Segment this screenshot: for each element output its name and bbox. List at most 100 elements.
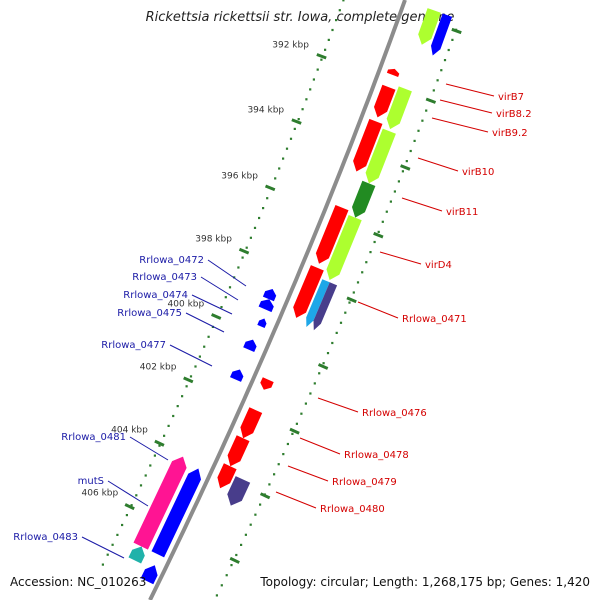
- forward-gene-label[interactable]: Rrlowa_0478: [344, 450, 409, 461]
- outer-ring-dot: [397, 180, 400, 183]
- reverse-gene-label[interactable]: Rrlowa_0473: [132, 272, 197, 283]
- outer-ring-dot: [291, 432, 294, 435]
- gene-Rrlowa_0471-b[interactable]: [313, 282, 338, 331]
- inner-ring-dot: [262, 207, 265, 210]
- inner-ring-dot: [185, 385, 188, 388]
- forward-gene-label[interactable]: Rrlowa_0476: [362, 408, 427, 419]
- outer-ring-dot: [432, 89, 435, 92]
- gene-Rrlowa_0472[interactable]: [262, 289, 277, 302]
- kbp-tick-mark: [211, 313, 222, 320]
- inner-ring-dot: [121, 523, 124, 527]
- gene-virB11[interactable]: [293, 265, 324, 318]
- gene-Rrlowa_0473[interactable]: [258, 299, 274, 313]
- gene-mutS-blue[interactable]: [151, 468, 202, 558]
- gene-Rrlowa_0483b[interactable]: [140, 565, 158, 585]
- gene-Rrlowa_0483[interactable]: [128, 546, 145, 564]
- inner-ring-dot: [253, 226, 257, 229]
- gene-virB10-green[interactable]: [352, 180, 376, 218]
- reverse-gene-label[interactable]: Rrlowa_0483: [13, 532, 78, 543]
- reverse-gene-label[interactable]: mutS: [78, 476, 104, 487]
- outer-ring-dot: [440, 69, 443, 72]
- inner-ring-dot: [181, 395, 184, 398]
- reverse-gene-label[interactable]: Rrlowa_0475: [117, 308, 182, 319]
- inner-ring-dot: [293, 127, 296, 130]
- kbp-tick-mark: [400, 164, 411, 171]
- inner-ring-dot: [139, 484, 143, 487]
- inner-ring-dot: [316, 68, 319, 71]
- forward-gene-label[interactable]: virB9.2: [492, 128, 528, 139]
- inner-ring-dot: [111, 543, 114, 546]
- forward-gene-label[interactable]: virB7: [498, 92, 524, 103]
- inner-ring-dot: [297, 118, 300, 121]
- gene-virB7[interactable]: [386, 68, 400, 77]
- gene-Rrlowa_0475[interactable]: [257, 318, 267, 329]
- outer-ring-dot: [339, 321, 343, 324]
- reverse-gene-leader-line: [200, 276, 239, 301]
- gene-virB9-2-lime[interactable]: [365, 128, 396, 184]
- kbp-tick-label: 402 kbp: [140, 362, 177, 372]
- kbp-tick-label: 398 kbp: [195, 234, 232, 244]
- kbp-tick-label: 400 kbp: [168, 299, 205, 309]
- gene-Rrlowa_0477b[interactable]: [230, 369, 244, 382]
- outer-ring-dot: [421, 119, 424, 122]
- reverse-gene-leader-line: [107, 480, 149, 507]
- gene-Rrlowa_0476[interactable]: [260, 377, 274, 390]
- forward-gene-label[interactable]: virD4: [425, 260, 452, 271]
- reverse-gene-leader-line: [207, 259, 247, 287]
- kbp-tick-label: 396 kbp: [221, 172, 258, 182]
- gene-Rrlowa_0480-b[interactable]: [227, 476, 251, 506]
- inner-ring-dot: [125, 514, 128, 517]
- reverse-gene-label[interactable]: Rrlowa_0474: [123, 290, 188, 301]
- inner-ring-dot: [241, 256, 244, 259]
- gene-Rrlowa_0478[interactable]: [240, 407, 263, 439]
- inner-ring-dot: [278, 167, 281, 170]
- forward-gene-label[interactable]: virB11: [446, 207, 478, 218]
- gene-Rrlowa_0479[interactable]: [227, 435, 250, 467]
- reverse-gene-label[interactable]: Rrlowa_0481: [61, 432, 126, 443]
- gene-Rrlowa_0477[interactable]: [243, 339, 257, 352]
- forward-gene-label[interactable]: Rrlowa_0471: [402, 314, 467, 325]
- outer-ring-dot: [273, 473, 276, 476]
- outer-ring-dot: [295, 422, 298, 425]
- inner-ring-dot: [158, 444, 161, 447]
- forward-gene-leader-line: [299, 437, 341, 455]
- gene-labels: virB7 virB8.2 virB9.2 virB10 virB11 virD4 Rrlo…: [13, 83, 532, 559]
- kbp-tick-mark: [291, 118, 302, 125]
- reverse-gene-leader-line: [169, 344, 213, 367]
- forward-gene-label[interactable]: virB10: [462, 167, 494, 178]
- inner-ring-dot: [163, 434, 166, 437]
- inner-ring-dot: [167, 424, 170, 427]
- outer-ring-dot: [249, 523, 252, 526]
- gene-virB9-2[interactable]: [353, 118, 383, 172]
- gene-virB8-2[interactable]: [374, 84, 396, 118]
- kbp-tick-label: 394 kbp: [247, 106, 284, 116]
- gene-virB8-2-lime[interactable]: [386, 86, 412, 130]
- kbp-tick-mark: [373, 231, 384, 239]
- outer-ring-dot: [235, 553, 238, 557]
- forward-gene-label[interactable]: virB8.2: [496, 109, 532, 120]
- forward-gene-leader-line: [357, 301, 399, 319]
- inner-ring-dot: [224, 296, 227, 299]
- inner-ring-dot: [220, 306, 223, 309]
- kbp-tick-mark: [124, 503, 135, 511]
- kbp-tick-mark: [259, 492, 271, 500]
- outer-ring-dot: [215, 594, 218, 597]
- forward-gene-label[interactable]: Rrlowa_0479: [332, 477, 397, 488]
- inner-ring-dot: [176, 405, 179, 408]
- kbp-tick-mark: [229, 556, 240, 564]
- gene-virD4-lime[interactable]: [326, 215, 362, 280]
- outer-ring-dot: [282, 453, 285, 456]
- gene-virB10[interactable]: [315, 205, 349, 264]
- gene-Rrlowa_0471-a[interactable]: [306, 279, 330, 327]
- gene-mutS[interactable]: [133, 456, 187, 550]
- gene-lime-top[interactable]: [418, 8, 441, 45]
- forward-gene-leader-line: [417, 157, 459, 172]
- reverse-gene-label[interactable]: Rrlowa_0477: [101, 340, 166, 351]
- forward-gene-label[interactable]: Rrlowa_0480: [320, 504, 385, 515]
- inner-ring-dot: [282, 157, 285, 160]
- gene-blue-top[interactable]: [431, 13, 453, 56]
- reverse-gene-label[interactable]: Rrlowa_0472: [139, 255, 204, 266]
- kbp-tick-label: 404 kbp: [111, 425, 148, 435]
- gene-Rrlowa_0480[interactable]: [217, 463, 237, 489]
